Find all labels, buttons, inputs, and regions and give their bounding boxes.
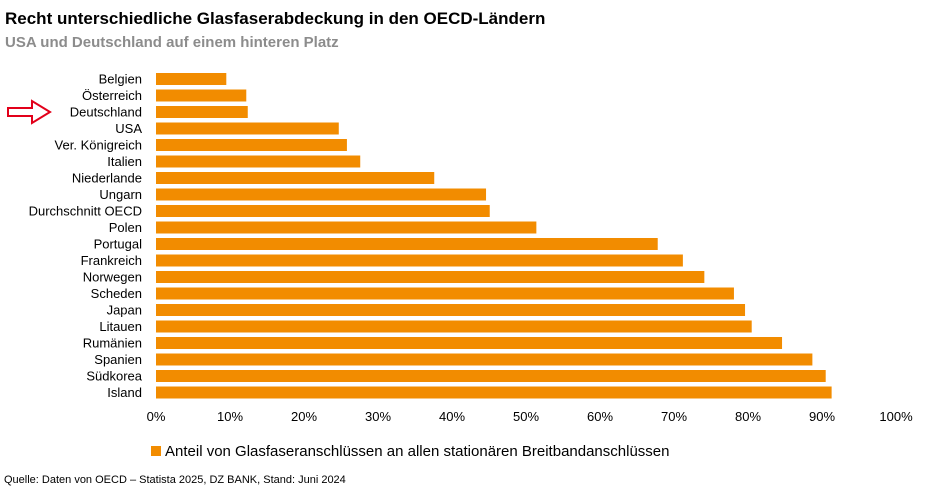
category-label: Durchschnitt OECD — [29, 204, 142, 219]
category-label: Japan — [107, 303, 142, 318]
category-label: USA — [115, 121, 142, 136]
category-label: Litauen — [99, 319, 142, 334]
category-label: Deutschland — [70, 105, 142, 120]
bar-japan — [156, 304, 746, 316]
bar-durchschnitt-oecd — [156, 205, 490, 217]
x-tick-label: 60% — [587, 409, 613, 424]
bar-litauen — [156, 320, 752, 333]
bar-italien — [156, 155, 361, 168]
source-note: Quelle: Daten von OECD – Statista 2025, … — [4, 474, 346, 486]
bar-südkorea — [156, 370, 826, 382]
highlight-arrow-icon — [7, 99, 52, 125]
bar-norwegen — [156, 271, 705, 283]
bar-deutschland — [156, 106, 248, 118]
bar-österreich — [156, 89, 247, 102]
x-tick-label: 0% — [147, 409, 166, 424]
bar-belgien — [156, 73, 227, 85]
category-label: Südkorea — [86, 369, 142, 384]
x-tick-label: 40% — [439, 409, 465, 424]
x-tick-label: 90% — [809, 409, 835, 424]
category-label: Ungarn — [99, 187, 142, 202]
x-tick-label: 10% — [217, 409, 243, 424]
x-tick-label: 70% — [661, 409, 687, 424]
category-label: Ver. Königreich — [55, 138, 142, 153]
legend-swatch — [151, 446, 161, 456]
category-label: Frankreich — [81, 253, 142, 268]
category-label: Spanien — [94, 352, 142, 367]
category-label: Portugal — [94, 237, 143, 252]
category-label: Island — [107, 385, 142, 400]
category-label: Belgien — [99, 72, 142, 87]
category-label: Niederlande — [72, 171, 142, 186]
bar-polen — [156, 221, 537, 234]
bar-ungarn — [156, 188, 487, 201]
bar-rumänien — [156, 337, 783, 349]
category-label: Scheden — [91, 286, 142, 301]
bar-spanien — [156, 353, 813, 366]
category-label: Rumänien — [83, 336, 142, 351]
bar-portugal — [156, 238, 658, 250]
category-label: Italien — [107, 154, 142, 169]
chart-subtitle: USA und Deutschland auf einem hinteren P… — [5, 34, 339, 51]
category-label: Norwegen — [83, 270, 142, 285]
x-tick-label: 50% — [513, 409, 539, 424]
category-label: Österreich — [82, 88, 142, 103]
bar-scheden — [156, 287, 734, 300]
x-tick-label: 80% — [735, 409, 761, 424]
legend-label: Anteil von Glasfaseranschlüssen an allen… — [165, 443, 669, 460]
x-tick-label: 30% — [365, 409, 391, 424]
bar-niederlande — [156, 172, 435, 184]
category-label: Polen — [109, 220, 142, 235]
bar-frankreich — [156, 254, 683, 267]
bar-usa — [156, 122, 339, 135]
chart-title: Recht unterschiedliche Glasfaserabdeckun… — [5, 9, 546, 28]
x-tick-label: 100% — [879, 409, 913, 424]
bar-island — [156, 386, 832, 399]
x-tick-label: 20% — [291, 409, 317, 424]
bar-ver-königreich — [156, 139, 347, 151]
